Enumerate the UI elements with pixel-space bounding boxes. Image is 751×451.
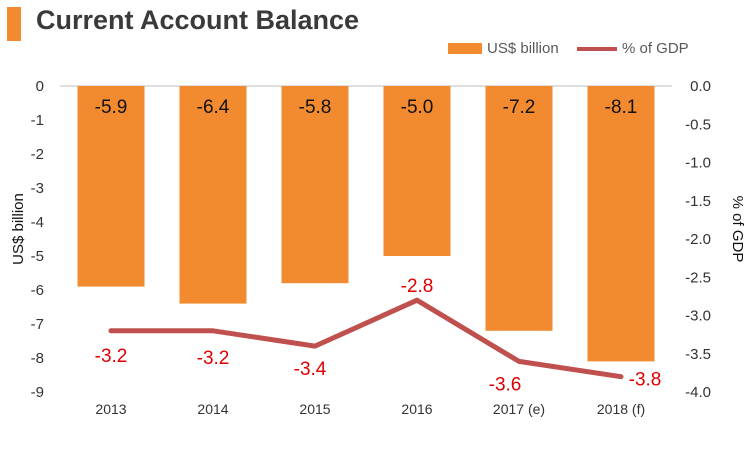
y-tick-right: 0.0 bbox=[690, 78, 711, 95]
y-tick-right: -2.5 bbox=[685, 269, 711, 286]
y-axis-label-left: US$ billion bbox=[10, 193, 27, 265]
x-tick-label: 2014 bbox=[197, 401, 228, 417]
x-tick-label: 2018 (f) bbox=[597, 401, 645, 417]
bar-value-label: -5.0 bbox=[401, 97, 434, 118]
y-tick-right: -2.0 bbox=[685, 231, 711, 248]
y-tick-right: -1.0 bbox=[685, 155, 711, 172]
y-tick-right: -0.5 bbox=[685, 116, 711, 133]
y-tick-right: -3.5 bbox=[685, 346, 711, 363]
title-accent-bar bbox=[7, 7, 21, 41]
gdp-value-label: -3.6 bbox=[489, 374, 522, 395]
bar-value-label: -6.4 bbox=[197, 97, 230, 118]
legend-item-bar: US$ billion bbox=[448, 40, 559, 57]
bar-2018-f- bbox=[587, 86, 655, 362]
right-axis-ticks: 0.0 -0.5 -1.0 -1.5 -2.0 -2.5 -3.0 -3.5 -4.0 bbox=[685, 78, 711, 401]
y-tick-right: -3.0 bbox=[685, 308, 711, 325]
bar-2016 bbox=[383, 86, 451, 256]
y-tick-left: -7 bbox=[31, 316, 44, 333]
gdp-value-label: -3.8 bbox=[629, 370, 662, 391]
y-tick-left: -6 bbox=[31, 282, 44, 299]
x-tick-label: 2015 bbox=[299, 401, 330, 417]
x-tick-label: 2016 bbox=[401, 401, 432, 417]
x-tick-label: 2013 bbox=[95, 401, 126, 417]
y-tick-left: -3 bbox=[31, 180, 44, 197]
bars-group bbox=[77, 86, 655, 362]
gdp-value-label: -2.8 bbox=[401, 276, 434, 297]
y-tick-left: -4 bbox=[31, 214, 44, 231]
y-tick-left: -5 bbox=[31, 248, 44, 265]
x-tick-label: 2017 (e) bbox=[493, 401, 545, 417]
y-tick-right: -4.0 bbox=[685, 384, 711, 401]
y-tick-left: 0 bbox=[36, 78, 44, 95]
y-tick-left: -1 bbox=[31, 112, 44, 129]
legend-item-line: % of GDP bbox=[577, 40, 689, 57]
y-tick-left: -2 bbox=[31, 146, 44, 163]
y-tick-left: -8 bbox=[31, 350, 44, 367]
bar-value-label: -7.2 bbox=[503, 97, 536, 118]
legend-bar-label: US$ billion bbox=[487, 40, 559, 57]
legend-line-swatch bbox=[577, 46, 617, 51]
bar-value-label: -5.9 bbox=[95, 97, 128, 118]
bar-2017-e- bbox=[485, 86, 553, 331]
chart-title: Current Account Balance bbox=[36, 5, 360, 35]
bar-labels-group: -5.9 -6.4 -5.8 -5.0 -7.2 -8.1 bbox=[95, 97, 638, 118]
gdp-line bbox=[108, 297, 624, 380]
left-axis-ticks: 0 -1 -2 -3 -4 -5 -6 -7 -8 -9 bbox=[31, 78, 44, 401]
bar-2013 bbox=[77, 86, 145, 287]
bar-2014 bbox=[179, 86, 247, 304]
y-tick-right: -1.5 bbox=[685, 193, 711, 210]
gdp-value-label: -3.2 bbox=[95, 346, 128, 367]
x-axis-ticks: 2013 2014 2015 2016 2017 (e) 2018 (f) bbox=[95, 401, 645, 417]
gdp-value-label: -3.2 bbox=[197, 348, 230, 369]
legend-line-label: % of GDP bbox=[622, 40, 689, 57]
gdp-labels-group: -3.2 -3.2 -3.4 -2.8 -3.6 -3.8 bbox=[95, 276, 662, 395]
gdp-value-label: -3.4 bbox=[294, 359, 327, 380]
bar-2015 bbox=[281, 86, 349, 284]
y-axis-label-right: % of GDP bbox=[729, 196, 746, 263]
y-tick-left: -9 bbox=[31, 384, 44, 401]
bar-value-label: -5.8 bbox=[299, 97, 332, 118]
legend-bar-swatch bbox=[448, 43, 482, 54]
bar-value-label: -8.1 bbox=[605, 97, 638, 118]
